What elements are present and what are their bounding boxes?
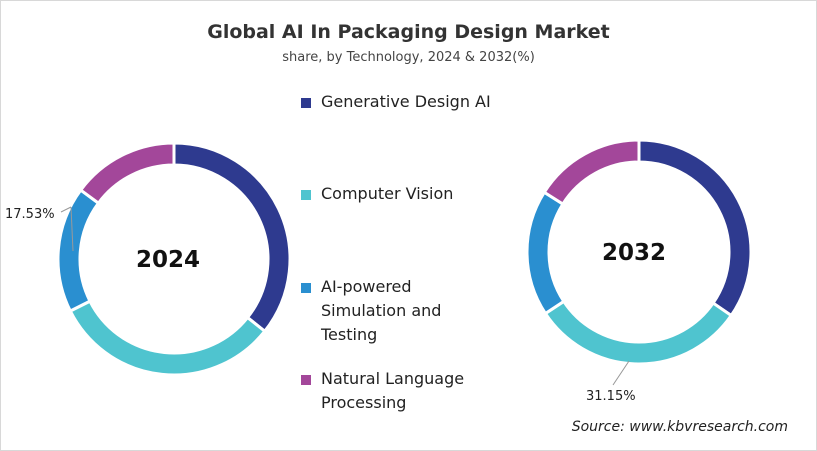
legend-item-generative: Generative Design AI (301, 90, 531, 114)
source-note: Source: www.kbvresearch.com (571, 419, 788, 435)
donut-slice-2024-1 (68, 299, 267, 377)
legend-label: Natural Language Processing (321, 369, 465, 412)
data-label-2032: 31.15% (586, 389, 636, 404)
data-label-2024: 17.53% (5, 207, 55, 222)
donut-slice-2024-2 (56, 187, 101, 314)
leader-line (612, 360, 630, 386)
donut-slice-2024-3 (78, 141, 176, 206)
center-label-2024: 2024 (136, 247, 200, 273)
leader-line (70, 206, 74, 252)
chart-title: Global AI In Packaging Design Market (207, 21, 610, 43)
donut-slice-2032-2 (525, 190, 566, 316)
leader-line (60, 206, 72, 213)
legend-swatch (301, 190, 311, 200)
legend-swatch (301, 375, 311, 385)
donut-slice-2032-1 (543, 299, 734, 366)
donut-slice-2032-3 (542, 138, 641, 207)
legend-swatch (301, 283, 311, 293)
chart-subtitle: share, by Technology, 2024 & 2032(%) (282, 50, 535, 65)
legend-label: Computer Vision (321, 184, 454, 203)
donut-slice-2024-0 (172, 141, 292, 334)
donut-slice-2032-0 (637, 138, 753, 318)
center-label-2032: 2032 (602, 240, 666, 266)
legend-swatch (301, 98, 311, 108)
legend-label: Generative Design AI (321, 92, 491, 111)
legend-label: AI-powered Simulation and Testing (321, 277, 442, 344)
legend-item-computer-vision: Computer Vision (301, 182, 531, 206)
legend-item-ai-simulation: AI-powered Simulation and Testing (301, 275, 461, 347)
legend-item-nlp: Natural Language Processing (301, 367, 491, 415)
